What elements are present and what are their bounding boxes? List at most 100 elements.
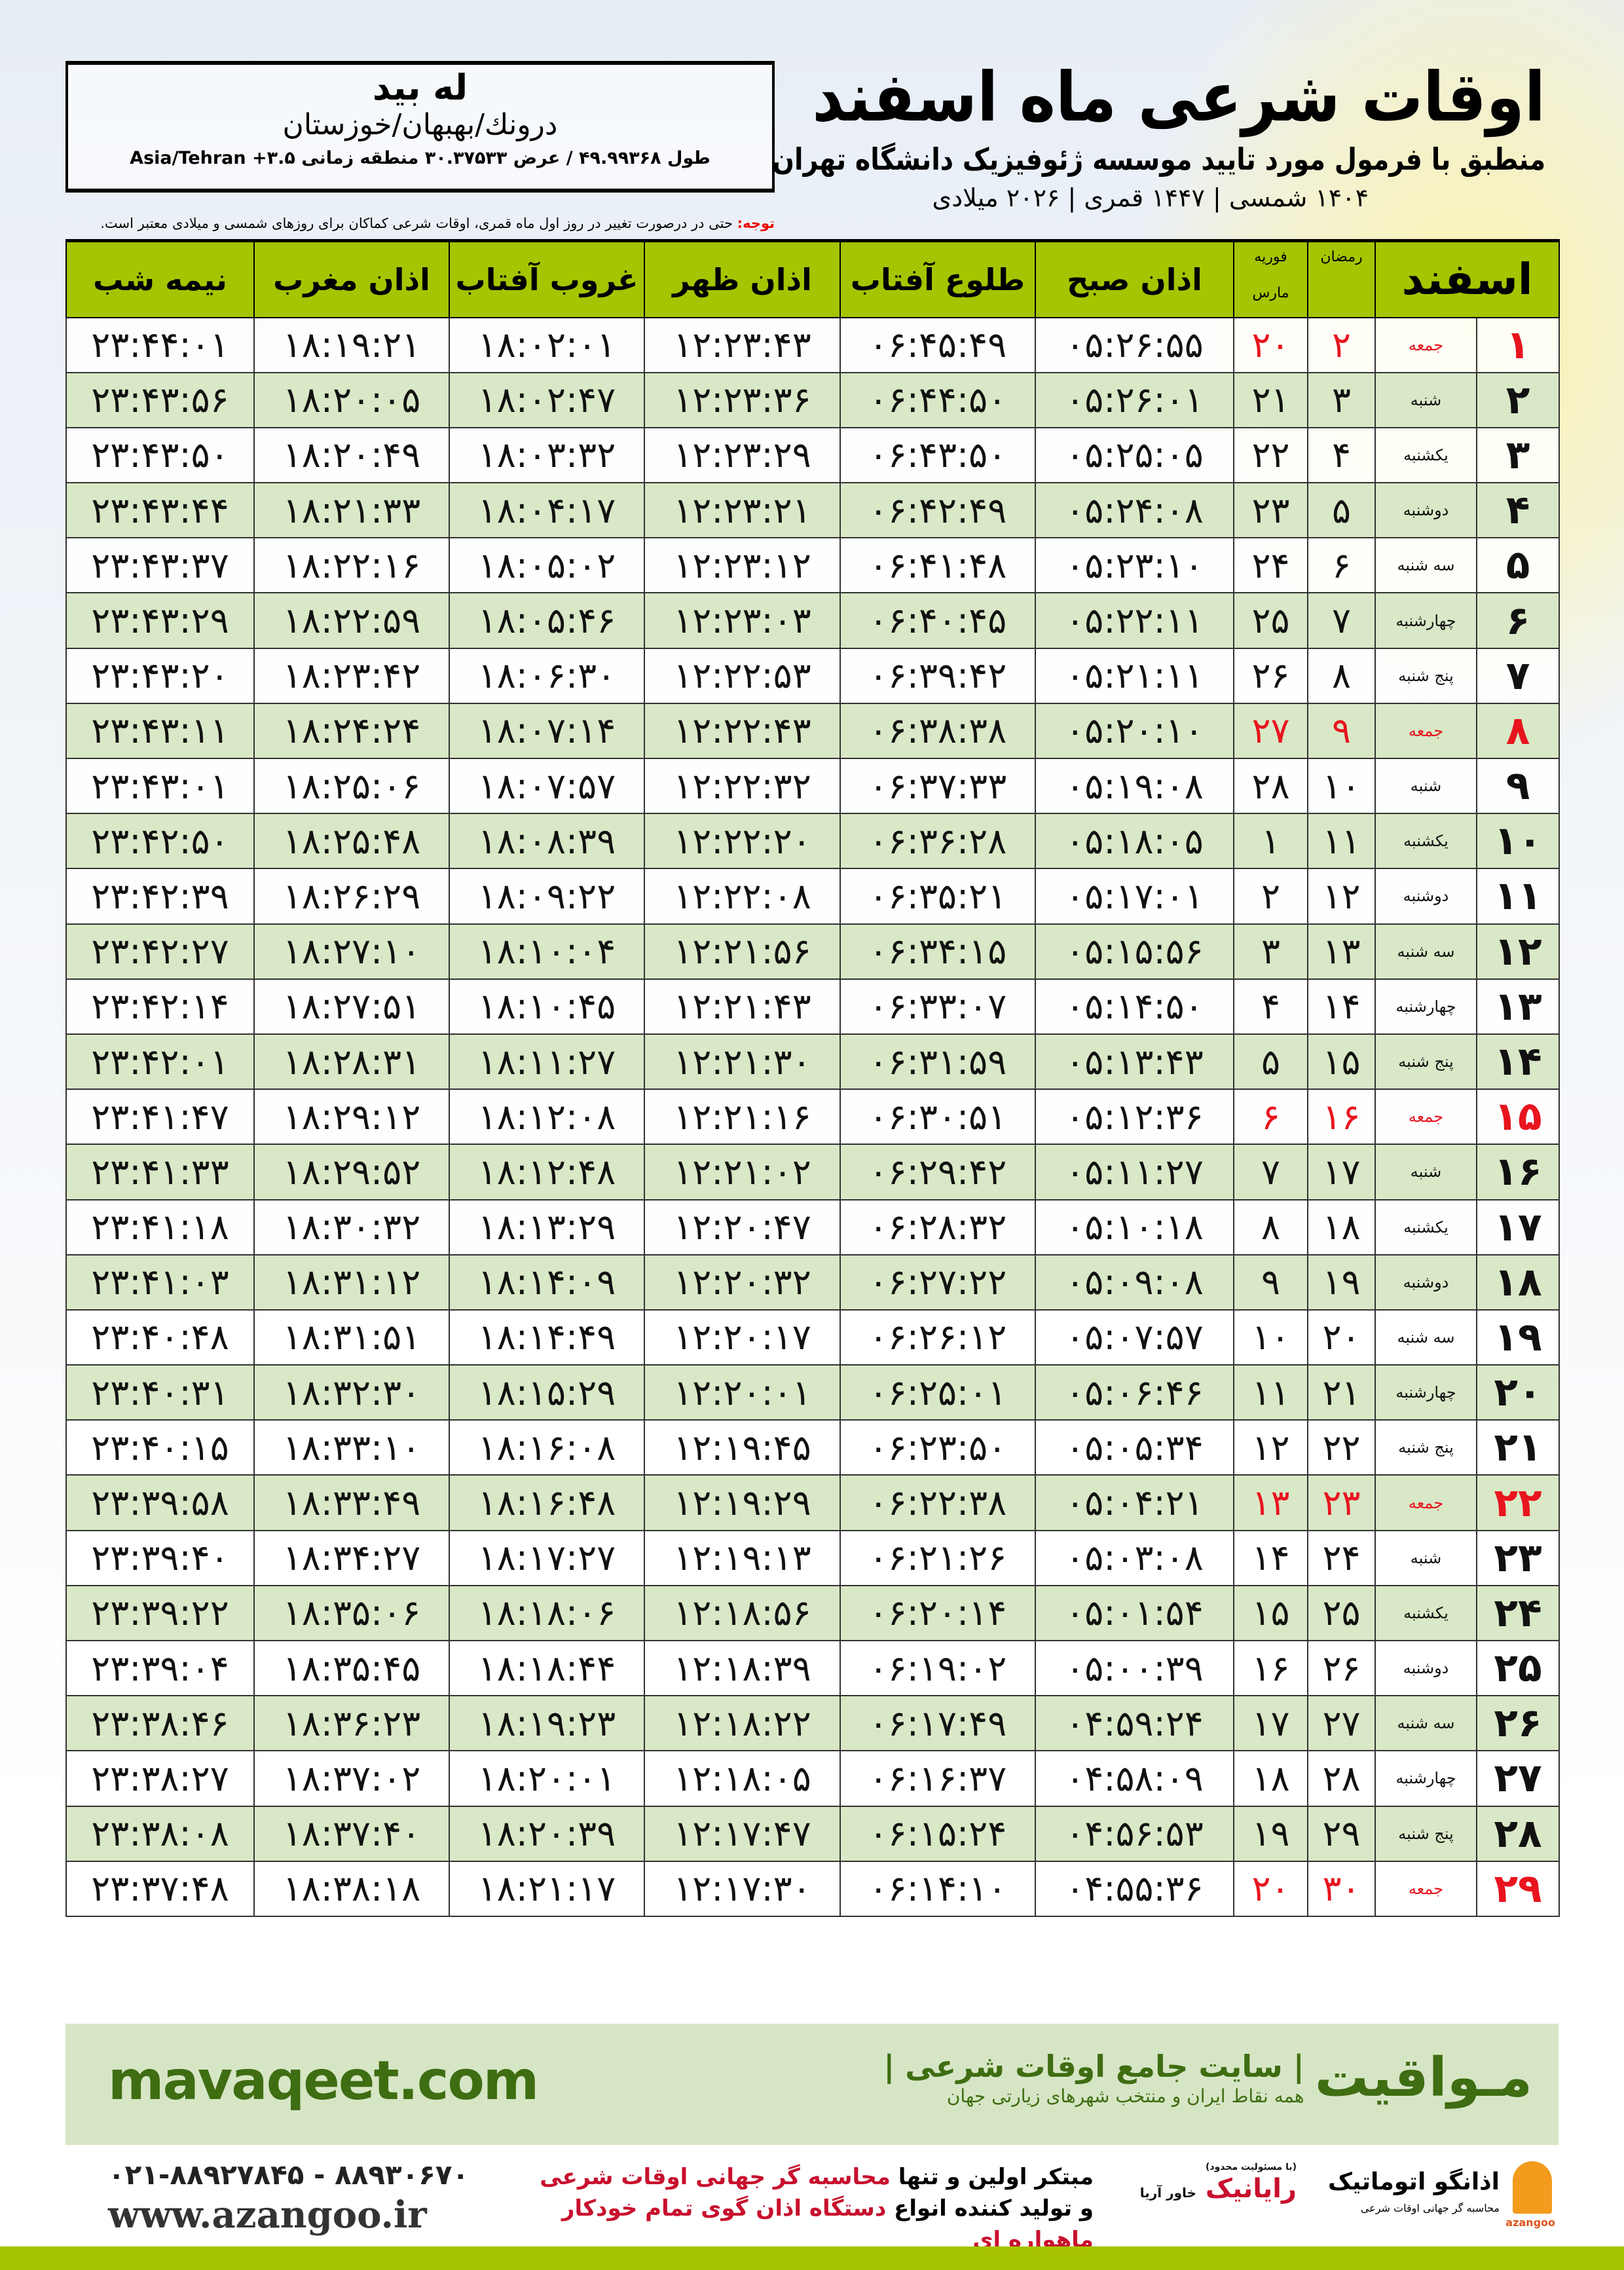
cell-midnight: ۲۳:۳۹:۵۸ [65,1474,255,1531]
cell-zohr: ۱۲:۲۰:۰۱ [644,1364,841,1421]
cell-zohr: ۱۲:۲۲:۳۲ [644,757,841,815]
cell-sunset: ۱۸:۱۲:۴۸ [449,1144,645,1200]
cell-ramadan: ۱۶ [1307,1088,1376,1145]
site-url[interactable]: mavaqeet.com [108,2050,539,2112]
cell-march: ۱۸ [1233,1750,1308,1807]
note-text: حتی در درصورت تغییر در روز اول ماه قمری،… [100,215,737,231]
table-row: ۲۴ یکشنبه ۲۵ ۱۵ ۰۵:۰۱:۵۴ ۰۶:۲۰:۱۴ ۱۲:۱۸:۵۶ ۱۸:۱… [65,1584,1560,1642]
cell-march: ۱۱ [1233,1364,1308,1421]
cell-fajr: ۰۴:۵۹:۲۴ [1035,1695,1234,1752]
cell-fajr: ۰۵:۰۰:۳۹ [1035,1639,1234,1697]
cell-fajr: ۰۵:۱۷:۰۱ [1035,868,1234,925]
cell-weekday: چهارشنبه [1374,592,1478,649]
cell-march: ۲۳ [1233,482,1308,539]
table-row: ۱۱ دوشنبه ۱۲ ۲ ۰۵:۱۷:۰۱ ۰۶:۳۵:۲۱ ۱۲:۲۲:۰۸ ۱۸:۰۹… [65,868,1560,925]
cell-midnight: ۲۳:۴۲:۲۷ [65,923,255,980]
cell-maghrib: ۱۸:۲۰:۴۹ [253,426,450,484]
azangoo-logo: اذانگو اتوماتیک محاسبه گر جهانی اوقات شر… [1316,2161,1559,2233]
cell-sunrise: ۰۶:۴۰:۴۵ [840,592,1036,649]
cell-fajr: ۰۴:۵۶:۵۳ [1035,1805,1234,1862]
cell-march: ۷ [1233,1144,1308,1200]
cell-day: ۴ [1476,482,1560,539]
cell-zohr: ۱۲:۲۰:۳۲ [644,1254,841,1311]
cell-march: ۱۲ [1233,1419,1308,1476]
dome-icon [1513,2161,1552,2214]
cell-day: ۸ [1476,702,1560,760]
cell-zohr: ۱۲:۱۸:۰۵ [644,1750,841,1807]
table-row: ۱۴ پنج شنبه ۱۵ ۵ ۰۵:۱۳:۴۳ ۰۶:۳۱:۵۹ ۱۲:۲۱:۳۰ ۱۸:… [65,1033,1560,1090]
cell-weekday: جمعه [1374,1474,1478,1531]
promo-1a: مبتکر اولین و تنها [890,2164,1094,2190]
cell-sunrise: ۰۶:۳۵:۲۱ [840,868,1036,925]
brand-name: مـواقیت [1314,2047,1532,2109]
cell-sunset: ۱۸:۱۸:۰۶ [449,1584,645,1642]
cell-day: ۱۳ [1476,978,1560,1035]
cell-weekday: سه شنبه [1374,1695,1478,1752]
table-row: ۱۳ چهارشنبه ۱۴ ۴ ۰۵:۱۴:۵۰ ۰۶:۳۳:۰۷ ۱۲:۲۱:۴۳ ۱۸:… [65,978,1560,1035]
cell-zohr: ۱۲:۲۲:۰۸ [644,868,841,925]
azangoo-url[interactable]: www.azangoo.ir [108,2193,427,2237]
azangoo-sub: محاسبه گر جهانی اوقات شرعی [1360,2202,1500,2214]
cell-march: ۱۴ [1233,1529,1308,1586]
cell-zohr: ۱۲:۱۹:۴۵ [644,1419,841,1476]
cell-fajr: ۰۵:۲۱:۱۱ [1035,647,1234,704]
cell-sunset: ۱۸:۱۰:۴۵ [449,978,645,1035]
cell-sunset: ۱۸:۰۲:۴۷ [449,371,645,428]
cell-midnight: ۲۳:۳۹:۲۲ [65,1584,255,1642]
cell-midnight: ۲۳:۴۲:۱۴ [65,978,255,1035]
cell-midnight: ۲۳:۳۸:۰۸ [65,1805,255,1862]
cell-fajr: ۰۵:۱۵:۵۶ [1035,923,1234,980]
note-label: توجه: [737,215,775,231]
cell-midnight: ۲۳:۴۱:۰۳ [65,1254,255,1311]
cell-march: ۱۰ [1233,1309,1308,1366]
cell-ramadan: ۲۰ [1307,1309,1376,1366]
cell-fajr: ۰۵:۰۱:۵۴ [1035,1584,1234,1642]
cell-maghrib: ۱۸:۲۰:۰۵ [253,371,450,428]
cell-sunrise: ۰۶:۴۱:۴۸ [840,537,1036,594]
cell-march: ۱ [1233,813,1308,870]
cell-fajr: ۰۵:۲۶:۰۱ [1035,371,1234,428]
cell-march: ۱۶ [1233,1639,1308,1697]
cell-midnight: ۲۳:۴۲:۳۹ [65,868,255,925]
cell-ramadan: ۳۰ [1307,1860,1376,1917]
cell-maghrib: ۱۸:۳۷:۰۲ [253,1750,450,1807]
cell-sunset: ۱۸:۰۲:۰۱ [449,316,645,373]
cell-sunset: ۱۸:۰۳:۳۲ [449,426,645,484]
cell-midnight: ۲۳:۴۳:۰۱ [65,757,255,815]
cell-zohr: ۱۲:۱۸:۲۲ [644,1695,841,1752]
cell-day: ۱۱ [1476,868,1560,925]
promo-text: مبتکر اولین و تنها محاسبه گر جهانی اوقات… [485,2161,1094,2256]
promo-1b: محاسبه گر جهانی اوقات شرعی [540,2164,891,2190]
rayanik-small: (با مسئولیت محدود) [1206,2162,1297,2172]
cell-ramadan: ۲۲ [1307,1419,1376,1476]
cell-midnight: ۲۳:۳۸:۲۷ [65,1750,255,1807]
cell-ramadan: ۲۵ [1307,1584,1376,1642]
table-row: ۸ جمعه ۹ ۲۷ ۰۵:۲۰:۱۰ ۰۶:۳۸:۳۸ ۱۲:۲۲:۴۳ ۱۸:۰۷:۱۴… [65,702,1560,760]
cell-zohr: ۱۲:۲۳:۳۶ [644,371,841,428]
cell-fajr: ۰۵:۱۳:۴۳ [1035,1033,1234,1090]
table-row: ۲ شنبه ۳ ۲۱ ۰۵:۲۶:۰۱ ۰۶:۴۴:۵۰ ۱۲:۲۳:۳۶ ۱۸:۰۲:۴۷… [65,371,1560,428]
prayer-times-table: اسفند رمضان فوریه مارس اذان صبح طلوع آفتا… [65,239,1560,1917]
cell-sunset: ۱۸:۱۱:۲۷ [449,1033,645,1090]
cell-weekday: شنبه [1374,371,1478,428]
cell-fajr: ۰۴:۵۵:۳۶ [1035,1860,1234,1917]
table-row: ۴ دوشنبه ۵ ۲۳ ۰۵:۲۴:۰۸ ۰۶:۴۲:۴۹ ۱۲:۲۳:۲۱ ۱۸:۰۴:… [65,482,1560,539]
cell-sunset: ۱۸:۰۶:۳۰ [449,647,645,704]
cell-march: ۲۶ [1233,647,1308,704]
cell-sunset: ۱۸:۱۵:۲۹ [449,1364,645,1421]
cell-march: ۲۱ [1233,371,1308,428]
cell-day: ۲۱ [1476,1419,1560,1476]
cell-maghrib: ۱۸:۳۸:۱۸ [253,1860,450,1917]
cell-march: ۲۴ [1233,537,1308,594]
cell-maghrib: ۱۸:۳۲:۳۰ [253,1364,450,1421]
cell-fajr: ۰۵:۱۴:۵۰ [1035,978,1234,1035]
cell-sunrise: ۰۶:۲۳:۵۰ [840,1419,1036,1476]
cell-midnight: ۲۳:۳۸:۴۶ [65,1695,255,1752]
location-box: له بید درونك/بهبهان/خوزستان طول ۴۹.۹۹۳۶۸… [65,61,775,193]
cell-sunrise: ۰۶:۱۷:۴۹ [840,1695,1036,1752]
cell-zohr: ۱۲:۱۹:۱۳ [644,1529,841,1586]
cell-march: ۲۵ [1233,592,1308,649]
cell-ramadan: ۳ [1307,371,1376,428]
cell-maghrib: ۱۸:۲۱:۳۳ [253,482,450,539]
cell-ramadan: ۱۲ [1307,868,1376,925]
